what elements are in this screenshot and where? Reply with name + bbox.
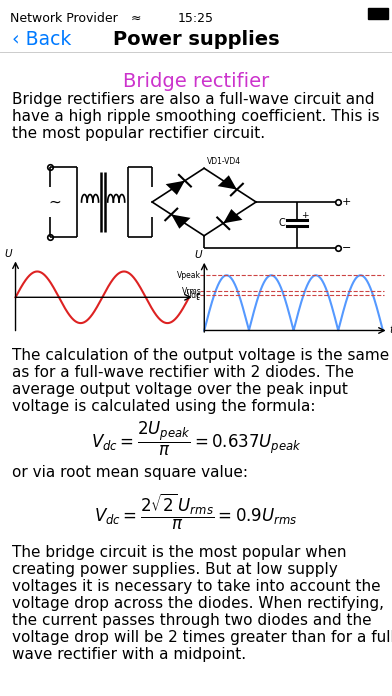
Text: ~: ~ [48,194,61,209]
Text: as for a full-wave rectifier with 2 diodes. The: as for a full-wave rectifier with 2 diod… [12,365,354,380]
Text: voltage drop across the diodes. When rectifying,: voltage drop across the diodes. When rec… [12,596,384,611]
Text: t: t [389,326,392,335]
Text: voltages it is necessary to take into account the: voltages it is necessary to take into ac… [12,579,381,594]
Text: The calculation of the output voltage is the same: The calculation of the output voltage is… [12,348,389,363]
Text: Bridge rectifier: Bridge rectifier [123,72,269,91]
Text: Vpeak: Vpeak [178,271,201,280]
Text: creating power supplies. But at low supply: creating power supplies. But at low supp… [12,562,338,577]
Text: Vrms: Vrms [181,287,201,296]
Text: or via root mean square value:: or via root mean square value: [12,465,248,480]
Polygon shape [171,214,191,229]
Text: +: + [342,197,351,207]
Text: t: t [195,292,200,302]
Text: The bridge circuit is the most popular when: The bridge circuit is the most popular w… [12,545,347,560]
Text: the most popular rectifier circuit.: the most popular rectifier circuit. [12,126,265,141]
Text: $V_{dc} = \dfrac{2U_{peak}}{\pi} = 0.637U_{peak}$: $V_{dc} = \dfrac{2U_{peak}}{\pi} = 0.637… [91,420,301,458]
Polygon shape [166,181,185,195]
Text: Vdc: Vdc [187,291,201,300]
Text: Bridge rectifiers are also a full-wave circuit and: Bridge rectifiers are also a full-wave c… [12,92,374,107]
Text: voltage drop will be 2 times greater than for a full-: voltage drop will be 2 times greater tha… [12,630,392,645]
Polygon shape [223,209,243,223]
Text: the current passes through two diodes and the: the current passes through two diodes an… [12,613,372,628]
Text: Network Provider: Network Provider [10,12,118,25]
Text: $V_{dc} = \dfrac{2\sqrt{2}\,U_{rms}}{\pi} = 0.9U_{rms}$: $V_{dc} = \dfrac{2\sqrt{2}\,U_{rms}}{\pi… [94,492,298,532]
Text: ‹ Back: ‹ Back [12,30,71,49]
Text: Power supplies: Power supplies [113,30,279,49]
Text: C: C [278,218,285,228]
Text: −: − [342,243,351,253]
Text: ≈: ≈ [131,12,141,25]
Text: wave rectifier with a midpoint.: wave rectifier with a midpoint. [12,647,246,662]
Text: VD1-VD4: VD1-VD4 [207,157,241,166]
Bar [368,8,388,19]
Text: U: U [4,248,12,259]
Polygon shape [218,175,237,189]
Text: have a high ripple smoothing coefficient. This is: have a high ripple smoothing coefficient… [12,109,379,124]
Text: U: U [194,250,202,260]
Text: +: + [301,211,308,220]
Text: voltage is calculated using the formula:: voltage is calculated using the formula: [12,399,316,414]
Text: average output voltage over the peak input: average output voltage over the peak inp… [12,382,348,397]
Text: 15:25: 15:25 [178,12,214,25]
